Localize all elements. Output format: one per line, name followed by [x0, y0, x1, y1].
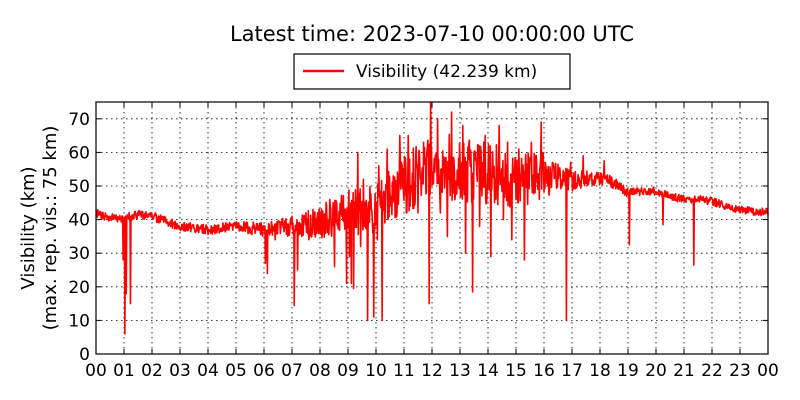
- legend-label: Visibility (42.239 km): [356, 62, 537, 82]
- x-tick-label: 01: [113, 361, 135, 381]
- x-tick-label: 06: [253, 361, 275, 381]
- y-axis-label: Visibility (km): [18, 166, 39, 289]
- x-tick-label: 12: [421, 361, 443, 381]
- x-tick-label: 18: [589, 361, 611, 381]
- x-tick-label: 03: [169, 361, 191, 381]
- x-tick-label: 00: [85, 361, 107, 381]
- chart-title: Latest time: 2023-07-10 00:00:00 UTC: [230, 22, 634, 46]
- x-tick-label: 11: [393, 361, 415, 381]
- series-line-visibility: [95, 101, 769, 335]
- y-axis-sublabel: (max. rep. vis.: 75 km): [40, 126, 61, 331]
- x-tick-label: 04: [197, 361, 219, 381]
- x-tick-label: 07: [281, 361, 303, 381]
- x-tick-label: 16: [533, 361, 555, 381]
- x-tick-label: 05: [225, 361, 247, 381]
- y-tick-label: 70: [68, 110, 90, 130]
- series-visibility: [95, 101, 769, 335]
- y-tick-label: 50: [68, 177, 90, 197]
- x-tick-label: 15: [505, 361, 527, 381]
- x-tick-label: 10: [365, 361, 387, 381]
- y-tick-label: 0: [79, 345, 90, 365]
- ticks: 0 10 20 30 40 50 60 70 00 01 02 03 04 05 06 07 08 09 10 11 1…: [68, 102, 779, 381]
- x-tick-label: 23: [729, 361, 751, 381]
- x-tick-label: 19: [617, 361, 639, 381]
- x-tick-label: 09: [337, 361, 359, 381]
- x-tick-label: 02: [141, 361, 163, 381]
- y-tick-label: 30: [68, 244, 90, 264]
- y-tick-label: 10: [68, 311, 90, 331]
- x-tick-label: 00: [757, 361, 779, 381]
- x-tick-label: 14: [477, 361, 499, 381]
- x-tick-label: 13: [449, 361, 471, 381]
- legend: Visibility (42.239 km): [293, 53, 571, 90]
- x-tick-label: 08: [309, 361, 331, 381]
- y-tick-label: 20: [68, 278, 90, 298]
- y-tick-label: 60: [68, 143, 90, 163]
- y-tick-label: 40: [68, 211, 90, 231]
- x-tick-label: 22: [701, 361, 723, 381]
- x-tick-label: 17: [561, 361, 583, 381]
- x-tick-label: 21: [673, 361, 695, 381]
- x-tick-label: 20: [645, 361, 667, 381]
